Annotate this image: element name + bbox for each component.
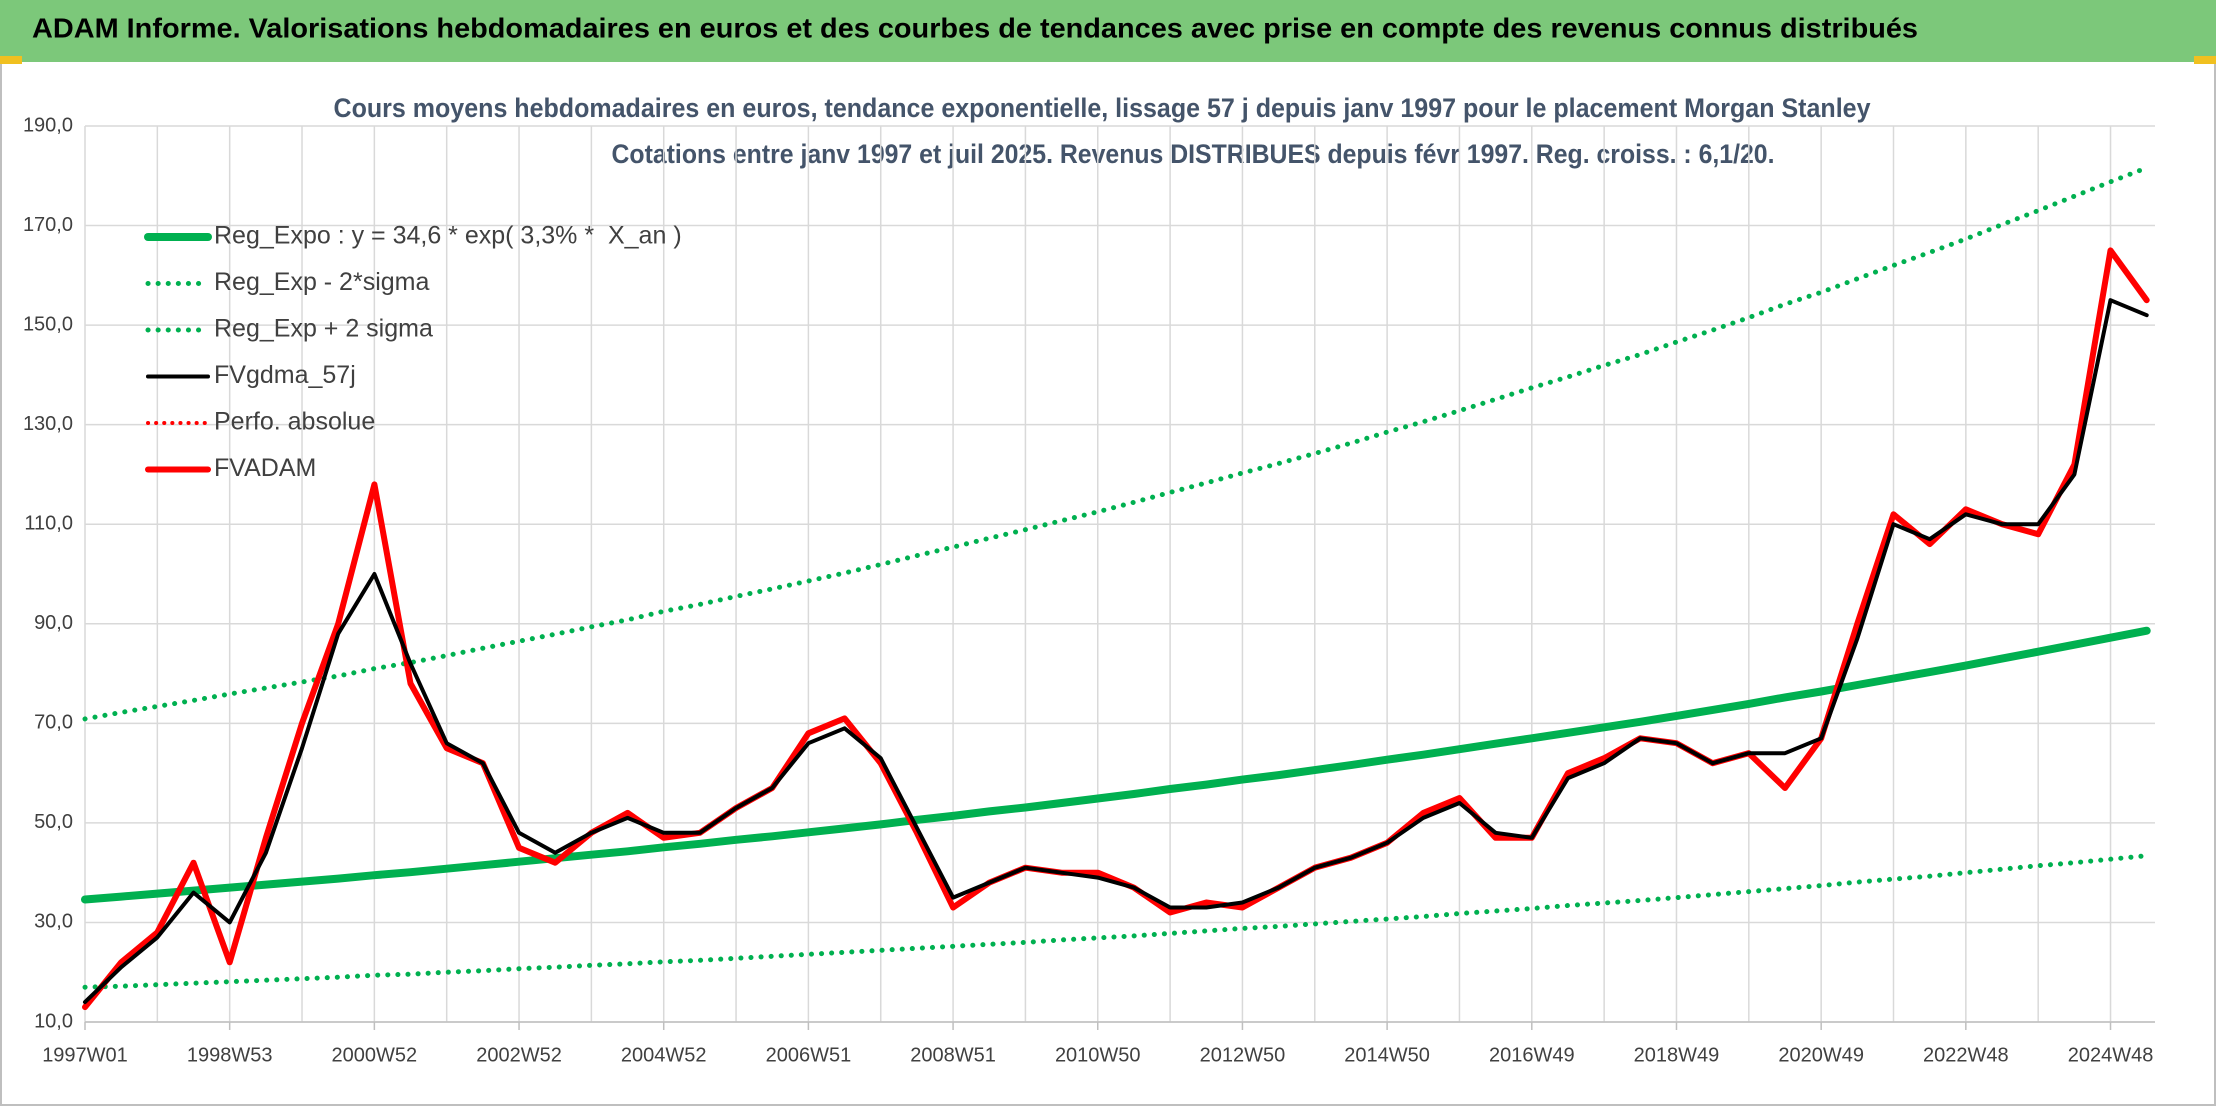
y-tick-label: 190,0 <box>23 114 73 136</box>
x-tick-label: 1998W53 <box>187 1044 273 1066</box>
legend-label: Reg_Exp + 2 sigma <box>214 315 433 343</box>
x-tick-label: 2002W52 <box>476 1044 562 1066</box>
x-tick-label: 2004W52 <box>621 1044 707 1066</box>
x-tick-label: 2020W49 <box>1778 1044 1864 1066</box>
legend-label: FVgdma_57j <box>214 361 356 389</box>
y-tick-label: 110,0 <box>24 513 73 535</box>
x-tick-label: 2006W51 <box>766 1044 852 1066</box>
x-tick-label: 2016W49 <box>1489 1044 1575 1066</box>
y-tick-label: 30,0 <box>34 911 73 933</box>
x-tick-label: 1997W01 <box>42 1044 128 1066</box>
y-tick-label: 70,0 <box>34 712 73 734</box>
series-line <box>82 853 2150 990</box>
x-tick-label: 2018W49 <box>1634 1044 1720 1066</box>
y-tick-label: 90,0 <box>34 612 73 634</box>
series-line <box>82 165 2150 722</box>
series-line <box>83 298 2149 1005</box>
x-tick-label: 2014W50 <box>1344 1044 1430 1066</box>
header-bar <box>0 0 2216 62</box>
x-tick-label: 2008W51 <box>910 1044 996 1066</box>
x-tick-label: 2024W48 <box>2068 1044 2154 1066</box>
chart-subtitle: Cotations entre janv 1997 et juil 2025. … <box>612 139 1775 169</box>
x-tick-label: 2012W50 <box>1200 1044 1286 1066</box>
chart-title: Cours moyens hebdomadaires en euros, ten… <box>334 93 1871 123</box>
y-tick-label: 150,0 <box>23 313 73 335</box>
y-tick-label: 170,0 <box>23 214 73 236</box>
legend-label: Reg_Exp - 2*sigma <box>214 268 429 296</box>
x-tick-label: 2010W50 <box>1055 1044 1141 1066</box>
corner-accent <box>2194 56 2216 64</box>
y-tick-label: 10,0 <box>34 1010 73 1032</box>
y-tick-label: 50,0 <box>34 811 73 833</box>
x-tick-label: 2022W48 <box>1923 1044 2009 1066</box>
x-tick-label: 2000W52 <box>332 1044 418 1066</box>
legend-label: Reg_Expo : y = 34,6 * exp( 3,3% * X_an ) <box>214 222 682 250</box>
series-line <box>82 247 2150 1011</box>
y-tick-label: 130,0 <box>23 413 73 435</box>
header-title: ADAM Informe. Valorisations hebdomadaire… <box>32 12 1918 43</box>
legend-label: FVADAM <box>214 454 316 482</box>
corner-accent <box>0 56 22 64</box>
legend-label: Perfo. absolue <box>214 408 375 436</box>
series-line <box>81 626 2151 904</box>
